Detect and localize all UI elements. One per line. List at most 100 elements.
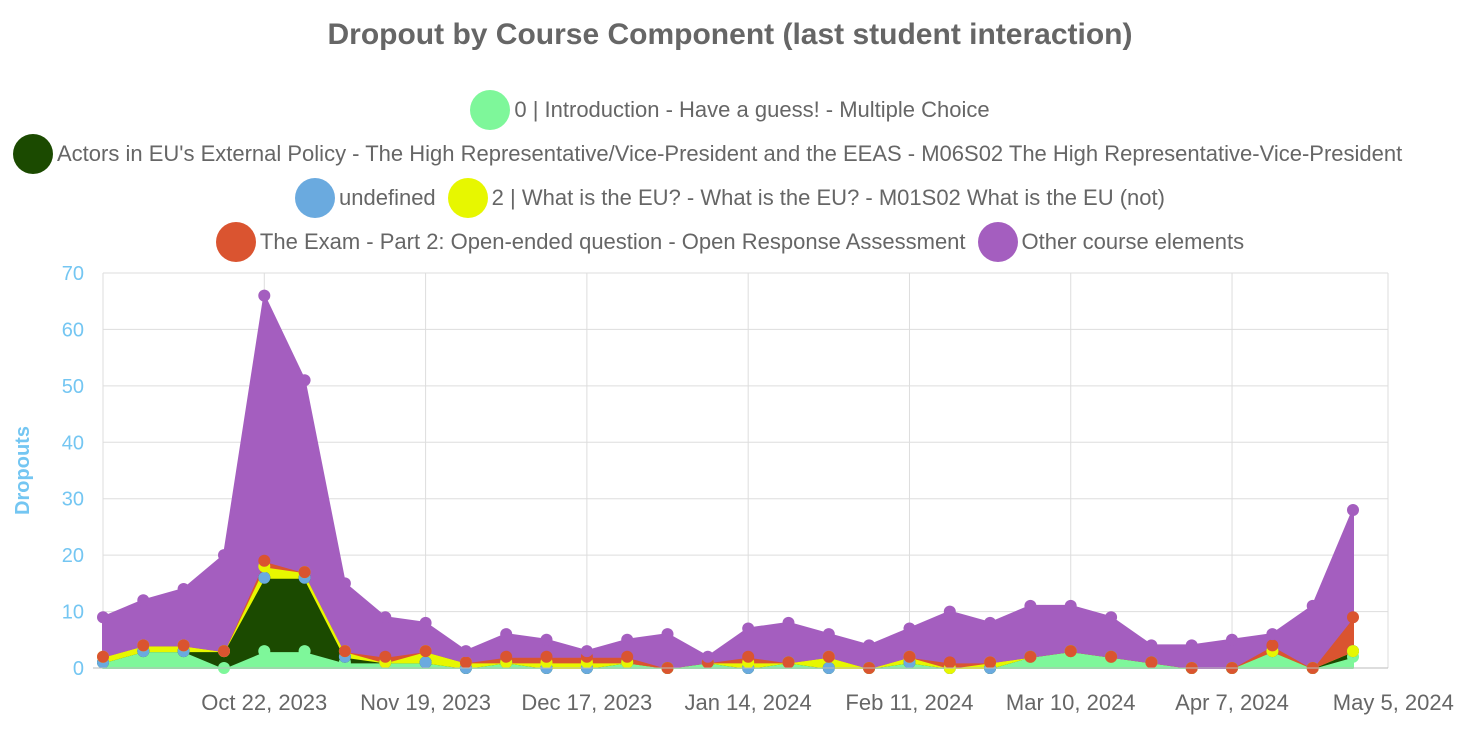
data-point: [338, 645, 351, 658]
x-tick-label: Feb 11, 2024: [845, 690, 973, 715]
data-point: [1145, 639, 1158, 652]
data-point: [459, 656, 472, 669]
legend-swatch: [13, 134, 53, 174]
data-point: [540, 650, 553, 663]
y-tick-label: 70: [62, 263, 84, 285]
data-point: [1306, 599, 1319, 612]
data-point: [97, 650, 109, 663]
data-point: [943, 605, 956, 618]
y-tick-label: 50: [62, 376, 84, 398]
data-point: [459, 645, 472, 658]
data-point: [379, 650, 392, 663]
legend-item[interactable]: 0 | Introduction - Have a guess! - Multi…: [470, 90, 990, 130]
data-point: [621, 633, 634, 646]
x-tick-label: Jan 14, 2024: [685, 690, 812, 715]
data-point: [1185, 639, 1198, 652]
data-point: [1105, 611, 1118, 624]
data-point: [218, 645, 230, 658]
legend-row: The Exam - Part 2: Open-ended question -…: [0, 220, 1460, 264]
legend-item[interactable]: 2 | What is the EU? - What is the EU? - …: [447, 178, 1165, 218]
data-point: [984, 656, 997, 669]
y-tick-label: 40: [62, 432, 84, 454]
data-point: [379, 611, 392, 624]
data-point: [1064, 645, 1077, 658]
data-point: [298, 374, 311, 387]
legend-item[interactable]: The Exam - Part 2: Open-ended question -…: [215, 222, 966, 262]
data-point: [137, 639, 150, 652]
legend-swatch: [470, 90, 511, 130]
areas: [102, 294, 1354, 669]
data-point: [419, 616, 432, 629]
data-point: [258, 571, 271, 584]
legend-label: Actors in EU's External Policy - The Hig…: [57, 141, 1403, 166]
data-point: [97, 611, 109, 624]
data-point: [863, 639, 876, 652]
x-tick-label: Dec 17, 2023: [521, 690, 652, 715]
data-point: [540, 633, 553, 646]
data-point: [258, 289, 271, 302]
data-point: [1347, 504, 1359, 516]
data-point: [419, 645, 432, 658]
legend-swatch: [977, 222, 1018, 262]
data-point: [782, 616, 795, 629]
data-point: [984, 616, 997, 629]
data-point: [258, 645, 271, 658]
y-axis-label: Dropouts: [12, 426, 34, 515]
data-point: [1347, 645, 1359, 658]
legend-row: undefined 2 | What is the EU? - What is t…: [0, 176, 1460, 220]
x-tick-label: Mar 10, 2024: [1006, 690, 1136, 715]
data-point: [742, 650, 755, 663]
data-point: [580, 645, 593, 658]
x-tick-label: Nov 19, 2023: [360, 690, 491, 715]
data-point: [1105, 650, 1118, 663]
data-point: [338, 577, 351, 590]
data-point: [1226, 633, 1238, 646]
legend-label: 2 | What is the EU? - What is the EU? - …: [491, 185, 1165, 210]
y-tick-label: 30: [62, 489, 84, 511]
data-point: [500, 650, 513, 663]
legend-item[interactable]: Actors in EU's External Policy - The Hig…: [13, 134, 1402, 174]
data-point: [298, 645, 311, 658]
legend-label: 0 | Introduction - Have a guess! - Multi…: [514, 97, 990, 122]
data-point: [1024, 650, 1037, 663]
points: [97, 289, 1359, 674]
data-point: [419, 656, 432, 669]
data-point: [218, 549, 230, 562]
data-point: [621, 650, 634, 663]
data-point: [822, 650, 835, 663]
legend-label: Other course elements: [1021, 229, 1245, 254]
data-point: [1266, 628, 1279, 641]
y-tick-label: 60: [62, 319, 84, 341]
legend-swatch: [447, 178, 488, 218]
legend-item[interactable]: undefined: [295, 178, 436, 218]
data-point: [742, 622, 755, 635]
data-point: [137, 594, 150, 607]
data-point: [1145, 656, 1158, 669]
data-point: [1347, 611, 1359, 624]
data-point: [500, 628, 513, 641]
legend-label: undefined: [339, 185, 436, 210]
legend-row: 0 | Introduction - Have a guess! - Multi…: [0, 88, 1460, 132]
data-point: [903, 650, 916, 663]
legend-swatch: [215, 222, 256, 262]
data-point: [943, 656, 956, 669]
data-point: [177, 583, 190, 595]
data-point: [1064, 599, 1077, 612]
y-tick-label: 0: [73, 658, 84, 680]
legend-item[interactable]: Other course elements: [977, 222, 1245, 262]
data-point: [903, 622, 916, 635]
x-tick-label: Oct 22, 2023: [201, 690, 327, 715]
data-point: [1266, 639, 1279, 652]
x-tick-label: May 5, 2024: [1333, 690, 1454, 715]
data-point: [822, 628, 835, 641]
legend-swatch: [295, 178, 336, 218]
data-point: [661, 628, 674, 641]
data-point: [298, 566, 311, 579]
data-point: [177, 639, 190, 652]
y-tick-label: 10: [62, 602, 84, 624]
data-point: [1024, 599, 1037, 612]
legend-row: Actors in EU's External Policy - The Hig…: [0, 132, 1460, 176]
data-point: [258, 554, 271, 567]
data-point: [701, 650, 714, 663]
